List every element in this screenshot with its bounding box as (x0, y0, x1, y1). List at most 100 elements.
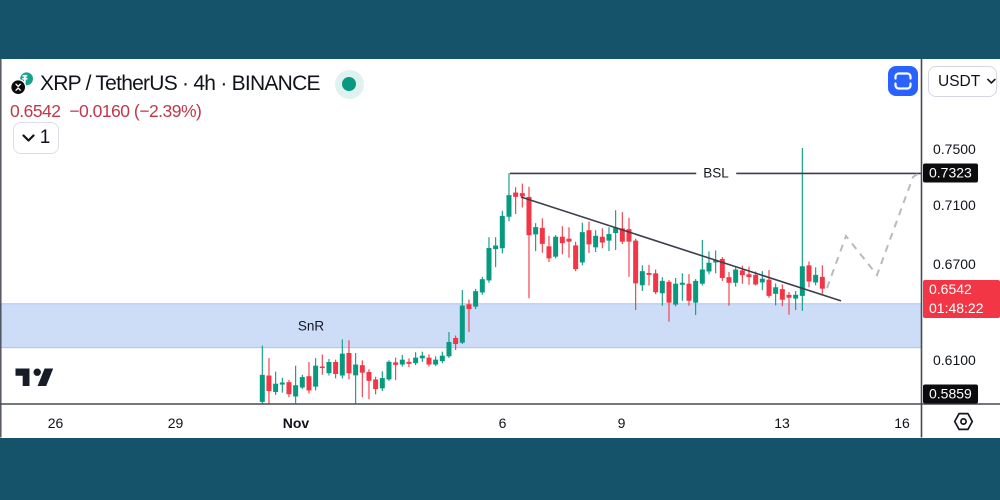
change-pct-text: (−2.39%) (133, 101, 202, 121)
candle-body (279, 382, 285, 385)
last-price-value: 0.6542 (929, 280, 972, 297)
candle-body (266, 375, 272, 392)
candle-body (366, 371, 372, 381)
candle-body (313, 365, 319, 387)
tradingview-watermark-dot (33, 368, 41, 376)
bsl-line-label: BSL (696, 165, 736, 181)
candle-body (733, 269, 739, 283)
candle-body (639, 271, 645, 286)
candle-body (379, 378, 385, 389)
candle-body (333, 362, 339, 374)
candle-body (793, 294, 799, 299)
candle-body (433, 359, 439, 365)
symbol-title[interactable]: XRP / TetherUS · 4h · BINANCE (40, 72, 320, 95)
candle-body (579, 232, 585, 263)
chevron-down-icon (987, 78, 996, 84)
candle-body (606, 234, 612, 241)
candle-body (659, 280, 665, 294)
interval-label: 1 (39, 127, 51, 148)
candle-body (526, 196, 532, 236)
candle-body (479, 279, 485, 293)
candle-body (573, 245, 579, 270)
xrp-logo (9, 79, 27, 96)
currency-selector[interactable]: USDT (928, 66, 997, 97)
price-change-row: 0.6542 −0.0160 (−2.39%) (10, 101, 202, 122)
candle-body (306, 376, 312, 391)
candle-body (613, 227, 619, 234)
candle-body (486, 247, 492, 281)
candle-body (413, 357, 419, 364)
candle-body (686, 283, 692, 301)
candle-body (726, 277, 732, 283)
candle-body (326, 362, 332, 374)
time-axis-label: 16 (894, 415, 910, 431)
candle-body (406, 361, 412, 364)
candle-body (519, 193, 525, 197)
candle-body (819, 276, 825, 289)
candle-body (666, 281, 672, 303)
candle-body (393, 362, 399, 365)
candle-body (359, 365, 365, 373)
price-level-badge: 0.5859 (923, 384, 978, 404)
candle-body (319, 366, 325, 369)
chart-panel (0, 59, 1000, 438)
price-scale-settings-button[interactable] (948, 407, 978, 435)
candle-body (779, 289, 785, 300)
candle-body (539, 227, 545, 244)
gear-icon (953, 412, 973, 430)
candle-body (626, 229, 632, 242)
last-price-text: 0.6542 (10, 101, 61, 121)
candle-body (386, 361, 392, 380)
candle-body (353, 364, 359, 376)
tradingview-watermark (15, 368, 54, 386)
pair-logos (9, 69, 40, 99)
candle-body (706, 262, 712, 272)
candle-body (473, 291, 479, 307)
fullscreen-button[interactable] (888, 66, 918, 96)
time-axis-label: 9 (617, 415, 626, 431)
candle-body (566, 238, 572, 242)
snr-zone-label: SnR (297, 318, 325, 334)
market-open-dot (342, 77, 357, 91)
change-text: −0.0160 (69, 101, 130, 121)
candle-body (599, 236, 605, 243)
candle-body (813, 274, 819, 283)
candle-body (546, 246, 552, 259)
candle-body (533, 227, 539, 235)
candle-body (506, 195, 512, 217)
candle-body (799, 266, 805, 296)
candle-body (633, 240, 639, 284)
candle-body (419, 355, 425, 359)
descending-trendline[interactable] (520, 196, 842, 302)
candle-body (719, 258, 725, 278)
expand-chart-icon (894, 72, 912, 90)
candle-body (459, 305, 465, 343)
candle-body (426, 357, 432, 365)
price-axis-label: 0.7500 (933, 141, 976, 157)
price-axis-label: 0.6700 (933, 256, 976, 273)
chevron-down-icon (22, 133, 35, 142)
candle-body (439, 355, 445, 362)
candle-body (786, 294, 792, 298)
symbol-header[interactable]: XRP / TetherUS · 4h · BINANCE (9, 69, 364, 99)
candle-body (766, 279, 772, 296)
projection-path[interactable] (826, 172, 920, 289)
market-status-halo (334, 69, 364, 99)
candle-body (679, 282, 685, 285)
time-axis-label: 6 (498, 415, 507, 431)
candle-body (286, 382, 292, 395)
candle-body (746, 274, 752, 278)
currency-value: USDT (938, 72, 981, 90)
interval-button[interactable]: 1 (13, 122, 59, 154)
candle-body (653, 273, 659, 293)
candle-body (273, 383, 279, 392)
time-axis-label: 26 (47, 415, 64, 431)
candle-body (453, 337, 459, 345)
price-axis-label: 0.7100 (933, 197, 976, 213)
candle-body (759, 278, 765, 283)
candle-body (493, 245, 499, 250)
candle-body (713, 260, 719, 263)
price-level-badge: 0.7323 (923, 163, 978, 183)
